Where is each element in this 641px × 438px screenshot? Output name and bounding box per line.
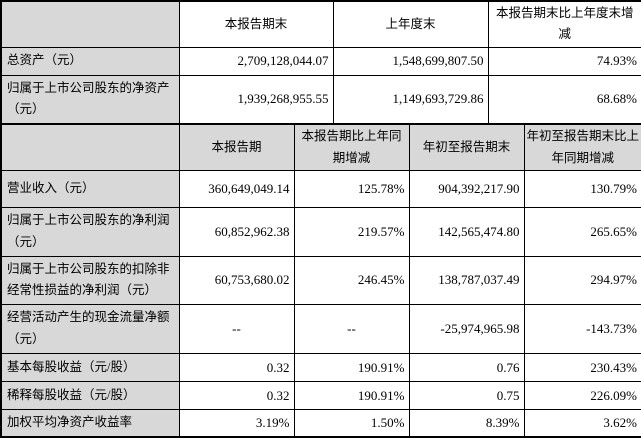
column-header-year-to-date: 年初至报告期末 xyxy=(408,123,525,171)
table-row-total-assets: 总资产（元） 2,709,128,044.07 1,548,699,807.50… xyxy=(0,46,641,76)
value-cell: 294.97% xyxy=(523,255,641,306)
value-cell: 265.65% xyxy=(523,206,641,257)
period-end-table: 本报告期末 上年度末 本报告期末比上年度末增减 总资产（元） 2,709,128… xyxy=(0,0,641,126)
table-row-diluted-eps: 稀释每股收益（元/股） 0.32 190.91% 0.75 226.09% xyxy=(0,381,641,410)
value-cell: -25,974,965.98 xyxy=(408,304,525,354)
value-cell: 360,649,049.14 xyxy=(178,169,295,208)
value-cell: 1.50% xyxy=(293,408,410,438)
value-cell: 226.09% xyxy=(523,381,641,410)
table-row-net-assets: 归属于上市公司股东的净资产（元） 1,939,268,955.55 1,149,… xyxy=(0,74,641,125)
value-cell: 1,939,268,955.55 xyxy=(178,74,334,125)
value-cell: 68.68% xyxy=(487,74,641,125)
value-cell: 0.32 xyxy=(178,381,295,410)
column-header-ytd-change: 年初至报告期末比上年同期增减 xyxy=(523,123,641,171)
column-header-current-period-end: 本报告期末 xyxy=(178,0,334,48)
corner-cell xyxy=(0,123,180,171)
table-row-net-profit-excl-nonrecurring: 归属于上市公司股东的扣除非经常性损益的净利润（元） 60,753,680.02 … xyxy=(0,255,641,306)
row-label: 稀释每股收益（元/股） xyxy=(0,381,180,410)
table-header-row: 本报告期 本报告期比上年同期增减 年初至报告期末 年初至报告期末比上年同期增减 xyxy=(0,123,641,171)
value-cell: 0.76 xyxy=(408,353,525,382)
value-cell: 130.79% xyxy=(523,169,641,208)
corner-cell xyxy=(0,0,180,48)
value-cell: 74.93% xyxy=(487,46,641,76)
table-row-basic-eps: 基本每股收益（元/股） 0.32 190.91% 0.76 230.43% xyxy=(0,353,641,382)
value-cell: 1,149,693,729.86 xyxy=(332,74,489,125)
column-header-change-vs-same-period: 本报告期比上年同期增减 xyxy=(293,123,410,171)
column-header-prior-year-end: 上年度末 xyxy=(332,0,489,48)
value-cell: 8.39% xyxy=(408,408,525,438)
table-row-operating-revenue: 营业收入（元） 360,649,049.14 125.78% 904,392,2… xyxy=(0,169,641,208)
table-header-row: 本报告期末 上年度末 本报告期末比上年度末增减 xyxy=(0,0,641,48)
row-label: 基本每股收益（元/股） xyxy=(0,353,180,382)
column-header-current-period: 本报告期 xyxy=(178,123,295,171)
row-label: 总资产（元） xyxy=(0,46,180,76)
value-cell-empty: -- xyxy=(178,304,295,354)
row-label: 营业收入（元） xyxy=(0,169,180,208)
value-cell: 142,565,474.80 xyxy=(408,206,525,257)
reporting-period-table: 本报告期 本报告期比上年同期增减 年初至报告期末 年初至报告期末比上年同期增减 … xyxy=(0,123,641,438)
value-cell: 190.91% xyxy=(293,381,410,410)
value-cell: 60,753,680.02 xyxy=(178,255,295,306)
row-label: 归属于上市公司股东的净利润（元） xyxy=(0,206,180,257)
value-cell-empty: -- xyxy=(293,304,410,354)
value-cell: 219.57% xyxy=(293,206,410,257)
value-cell: -143.73% xyxy=(523,304,641,354)
table-row-operating-cash-flow: 经营活动产生的现金流量净额（元） -- -- -25,974,965.98 -1… xyxy=(0,304,641,354)
row-label: 经营活动产生的现金流量净额（元） xyxy=(0,304,180,354)
value-cell: 0.75 xyxy=(408,381,525,410)
value-cell: 138,787,037.49 xyxy=(408,255,525,306)
row-label: 归属于上市公司股东的扣除非经常性损益的净利润（元） xyxy=(0,255,180,306)
table-row-weighted-avg-roe: 加权平均净资产收益率 3.19% 1.50% 8.39% 3.62% xyxy=(0,408,641,438)
table-row-net-profit: 归属于上市公司股东的净利润（元） 60,852,962.38 219.57% 1… xyxy=(0,206,641,257)
value-cell: 2,709,128,044.07 xyxy=(178,46,334,76)
value-cell: 904,392,217.90 xyxy=(408,169,525,208)
value-cell: 125.78% xyxy=(293,169,410,208)
row-label: 加权平均净资产收益率 xyxy=(0,408,180,438)
row-label: 归属于上市公司股东的净资产（元） xyxy=(0,74,180,125)
value-cell: 246.45% xyxy=(293,255,410,306)
value-cell: 3.62% xyxy=(523,408,641,438)
value-cell: 230.43% xyxy=(523,353,641,382)
value-cell: 3.19% xyxy=(178,408,295,438)
value-cell: 0.32 xyxy=(178,353,295,382)
column-header-change-vs-prior-year-end: 本报告期末比上年度末增减 xyxy=(487,0,641,48)
value-cell: 60,852,962.38 xyxy=(178,206,295,257)
value-cell: 190.91% xyxy=(293,353,410,382)
value-cell: 1,548,699,807.50 xyxy=(332,46,489,76)
